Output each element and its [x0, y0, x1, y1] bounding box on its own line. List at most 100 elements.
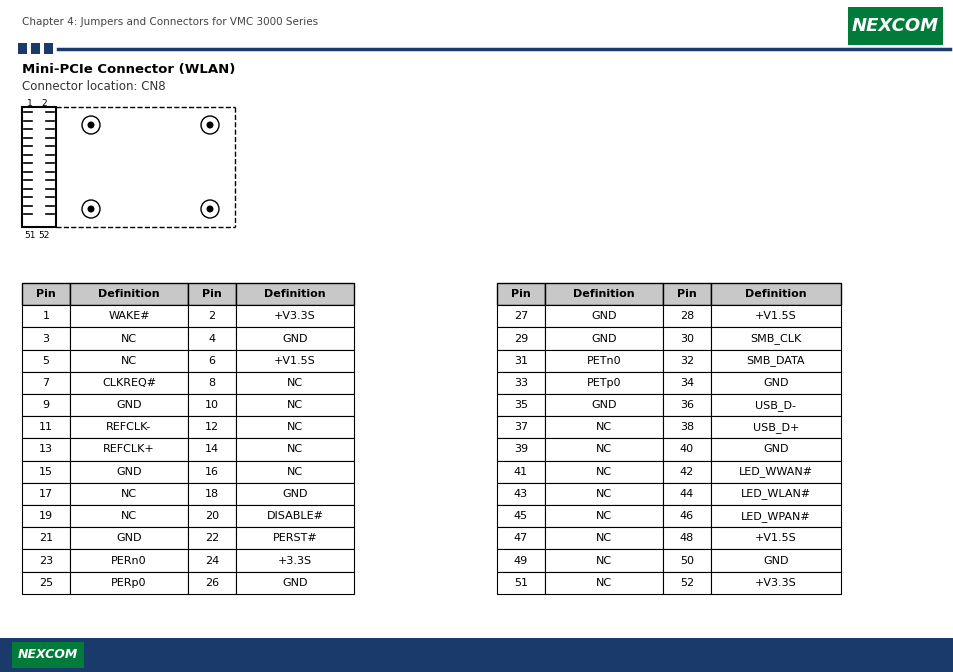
Text: NC: NC	[596, 534, 612, 543]
Text: 2: 2	[208, 311, 215, 321]
Bar	[235, 482, 354, 505]
Bar	[497, 394, 544, 416]
Bar	[544, 349, 662, 372]
Text: 45: 45	[514, 511, 528, 521]
Circle shape	[82, 200, 100, 218]
Text: 7: 7	[42, 378, 50, 388]
Circle shape	[88, 206, 94, 212]
Bar	[662, 394, 710, 416]
Bar	[662, 283, 710, 305]
Text: Chapter 4: Jumpers and Connectors for VMC 3000 Series: Chapter 4: Jumpers and Connectors for VM…	[22, 17, 317, 27]
Text: 43: 43	[514, 489, 528, 499]
Bar	[22, 372, 70, 394]
Bar	[497, 349, 544, 372]
Text: NC: NC	[596, 489, 612, 499]
Text: 51: 51	[24, 230, 35, 239]
Bar	[22, 505, 70, 528]
Text: 3: 3	[43, 333, 50, 343]
Bar	[70, 550, 188, 572]
Text: PETn0: PETn0	[586, 355, 620, 366]
Text: LED_WPAN#: LED_WPAN#	[740, 511, 810, 521]
Bar	[235, 438, 354, 460]
Bar	[497, 327, 544, 349]
Bar	[22, 305, 70, 327]
Bar	[662, 416, 710, 438]
Text: USB_D+: USB_D+	[752, 422, 799, 433]
Text: 1: 1	[43, 311, 50, 321]
Text: 20: 20	[205, 511, 219, 521]
Text: 34: 34	[679, 378, 694, 388]
Text: 16: 16	[205, 466, 219, 476]
Bar	[662, 327, 710, 349]
Bar	[188, 372, 235, 394]
Bar	[235, 550, 354, 572]
Text: 36: 36	[679, 400, 693, 410]
Text: NC: NC	[596, 422, 612, 432]
Bar	[544, 550, 662, 572]
Text: GND: GND	[762, 556, 788, 566]
Bar	[70, 372, 188, 394]
Text: NC: NC	[121, 355, 137, 366]
Bar	[22, 550, 70, 572]
Text: LED_WWAN#: LED_WWAN#	[739, 466, 812, 477]
Bar	[188, 283, 235, 305]
Text: REFCLK+: REFCLK+	[103, 444, 154, 454]
Bar	[188, 438, 235, 460]
Text: 9: 9	[42, 400, 50, 410]
Bar	[188, 505, 235, 528]
Bar	[710, 327, 841, 349]
Text: NC: NC	[596, 511, 612, 521]
Text: NC: NC	[287, 400, 303, 410]
Bar	[12, 642, 84, 668]
Text: 1: 1	[27, 99, 32, 108]
Bar	[235, 460, 354, 482]
Text: 41: 41	[514, 466, 528, 476]
Bar	[188, 305, 235, 327]
Bar	[710, 283, 841, 305]
Bar	[497, 438, 544, 460]
Circle shape	[82, 116, 100, 134]
Text: GND: GND	[762, 444, 788, 454]
Text: 21: 21	[39, 534, 53, 543]
Text: Definition: Definition	[744, 289, 806, 299]
Text: NC: NC	[596, 578, 612, 588]
Circle shape	[206, 122, 213, 128]
Text: GND: GND	[762, 378, 788, 388]
Text: 22: 22	[205, 534, 219, 543]
Text: +3.3S: +3.3S	[277, 556, 312, 566]
Bar	[70, 305, 188, 327]
Bar	[497, 416, 544, 438]
Text: 42: 42	[679, 466, 694, 476]
Text: Pin: Pin	[511, 289, 530, 299]
Text: PERST#: PERST#	[273, 534, 317, 543]
Circle shape	[201, 116, 219, 134]
Bar	[188, 460, 235, 482]
Bar	[710, 372, 841, 394]
Text: 18: 18	[205, 489, 219, 499]
Text: 19: 19	[39, 511, 53, 521]
Text: NC: NC	[596, 444, 612, 454]
Text: 50: 50	[679, 556, 693, 566]
Bar	[70, 416, 188, 438]
Bar	[710, 416, 841, 438]
Text: 47: 47	[514, 534, 528, 543]
Bar	[710, 460, 841, 482]
Bar	[22, 572, 70, 594]
Bar	[544, 394, 662, 416]
Bar	[188, 394, 235, 416]
Text: 17: 17	[39, 489, 53, 499]
Bar	[497, 528, 544, 550]
Text: GND: GND	[591, 333, 616, 343]
Text: 51: 51	[514, 578, 527, 588]
Bar	[544, 305, 662, 327]
Bar	[235, 283, 354, 305]
Bar	[662, 572, 710, 594]
Text: 52: 52	[38, 230, 50, 239]
Bar	[22, 107, 56, 227]
Bar	[188, 327, 235, 349]
Text: NC: NC	[287, 444, 303, 454]
Bar	[544, 283, 662, 305]
Bar	[70, 505, 188, 528]
Bar	[710, 528, 841, 550]
Text: NC: NC	[287, 378, 303, 388]
